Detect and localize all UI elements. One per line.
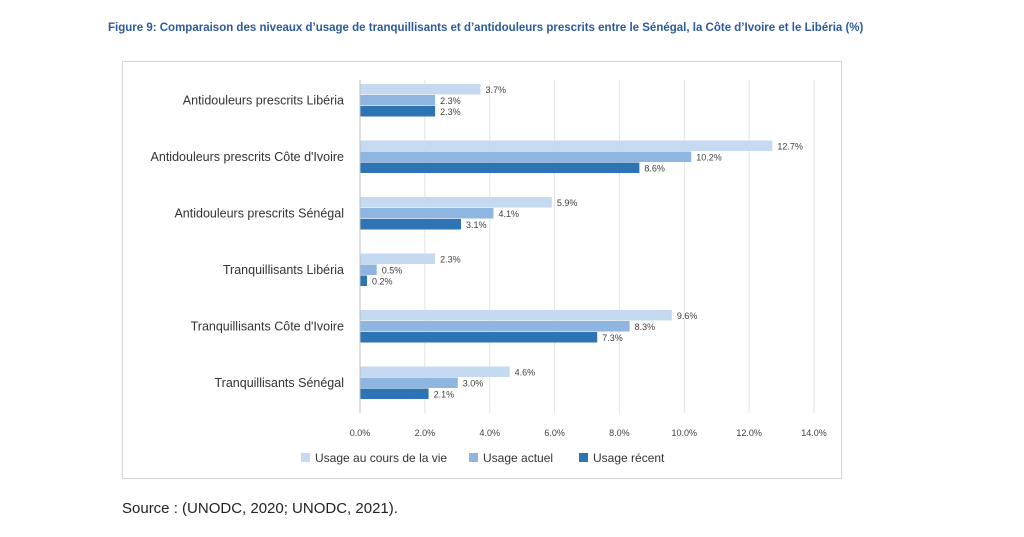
bar [360, 332, 598, 343]
bar-chart: 0.0% 2.0% 4.0% 6.0% 8.0% 10.0% 12.0% 14.0% Antid… [151, 80, 827, 465]
legend-swatch [469, 453, 478, 462]
data-label: 3.0% [463, 379, 484, 389]
bar [360, 84, 481, 95]
data-label: 4.1% [498, 209, 519, 219]
legend-label: Usage actuel [483, 451, 553, 465]
x-tick-label: 6.0% [544, 428, 565, 438]
data-label: 8.6% [644, 164, 665, 174]
bar [360, 208, 494, 219]
data-label: 12.7% [777, 142, 803, 152]
data-label: 10.2% [696, 153, 722, 163]
bar [360, 197, 552, 208]
bar [360, 151, 692, 162]
x-tick-label: 14.0% [801, 428, 827, 438]
x-tick-label: 12.0% [736, 428, 762, 438]
data-label: 3.7% [485, 85, 506, 95]
data-label: 9.6% [677, 311, 698, 321]
bar [360, 275, 367, 286]
bar [360, 253, 436, 264]
data-label: 0.5% [382, 266, 403, 276]
bar [360, 162, 640, 173]
bar [360, 321, 630, 332]
bar [360, 310, 672, 321]
category-label: Tranquillisants Sénégal [215, 376, 344, 390]
data-label: 7.3% [602, 333, 623, 343]
bar [360, 377, 458, 388]
bar [360, 264, 377, 275]
bar [360, 219, 462, 230]
source-note: Source : (UNODC, 2020; UNODC, 2021). [122, 500, 398, 517]
data-label: 5.9% [557, 198, 578, 208]
x-tick-label: 2.0% [415, 428, 436, 438]
x-tick-label: 0.0% [350, 428, 371, 438]
legend-label: Usage récent [593, 451, 665, 465]
category-label: Antidouleurs prescrits Sénégal [174, 207, 344, 221]
data-label: 4.6% [515, 368, 536, 378]
data-label: 2.3% [440, 255, 461, 265]
data-label: 8.3% [635, 322, 656, 332]
bar [360, 106, 436, 117]
bar [360, 140, 773, 151]
data-label: 3.1% [466, 220, 487, 230]
data-label: 2.1% [434, 390, 455, 400]
data-label: 0.2% [372, 277, 393, 287]
category-label: Antidouleurs prescrits Libéria [183, 94, 344, 108]
category-label: Antidouleurs prescrits Côte d'Ivoire [151, 150, 344, 164]
data-label: 2.3% [440, 96, 461, 106]
category-label: Tranquillisants Côte d'Ivoire [191, 320, 344, 334]
bar [360, 95, 436, 106]
legend-swatch [579, 453, 588, 462]
x-tick-label: 8.0% [609, 428, 630, 438]
category-label: Tranquillisants Libéria [223, 263, 344, 277]
x-tick-label: 4.0% [479, 428, 500, 438]
data-label: 2.3% [440, 107, 461, 117]
bar [360, 388, 429, 399]
chart-container: 0.0% 2.0% 4.0% 6.0% 8.0% 10.0% 12.0% 14.0% Antid… [122, 61, 842, 479]
legend-swatch [301, 453, 310, 462]
x-tick-label: 10.0% [672, 428, 698, 438]
figure-title: Figure 9: Comparaison des niveaux d’usag… [108, 22, 864, 34]
bar [360, 366, 510, 377]
legend-label: Usage au cours de la vie [315, 451, 447, 465]
